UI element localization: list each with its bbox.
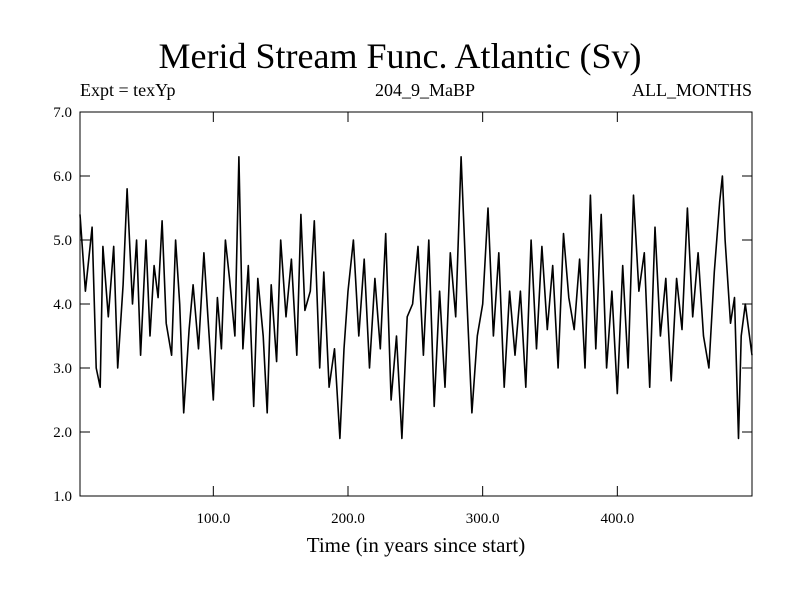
chart-title: Merid Stream Func. Atlantic (Sv) — [158, 36, 642, 76]
y-tick-label-3: 4.0 — [53, 297, 72, 313]
x-tick-label-0: 100.0 — [196, 511, 230, 527]
x-axis-label: Time (in years since start) — [307, 533, 526, 557]
plot-frame — [79, 111, 753, 497]
y-tick-label-0: 1.0 — [53, 489, 72, 505]
y-tick-label-2: 3.0 — [53, 361, 72, 377]
period-label: 204_9_MaBP — [374, 80, 475, 100]
x-tick-label-3: 400.0 — [600, 511, 634, 527]
x-tick-label-1: 200.0 — [331, 511, 365, 527]
experiment-label: Expt = texYp — [80, 80, 176, 100]
y-tick-label-6: 7.0 — [53, 105, 72, 121]
months-label: ALL_MONTHS — [632, 80, 752, 100]
x-tick-label-2: 300.0 — [466, 511, 500, 527]
y-tick-label-4: 5.0 — [53, 233, 72, 249]
y-tick-label-1: 2.0 — [53, 425, 72, 441]
x-axis: 100.0 200.0 300.0 400.0 — [196, 112, 634, 527]
series-line-0 — [79, 156, 753, 440]
y-tick-label-5: 6.0 — [53, 169, 72, 185]
